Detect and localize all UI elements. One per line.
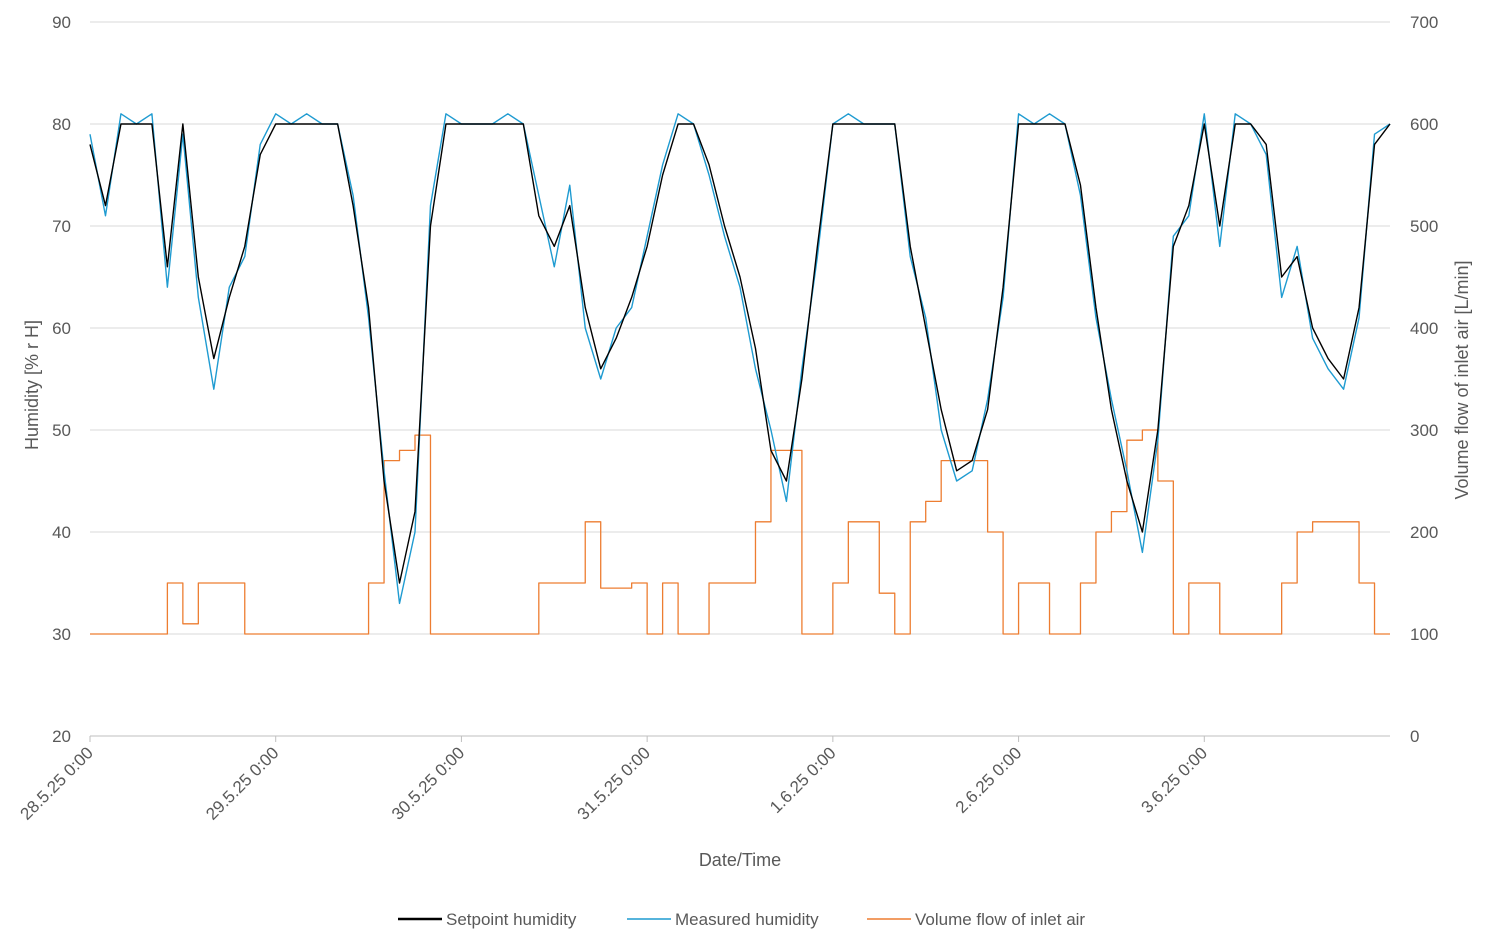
- right-axis-ticks: 0 100 200 300 400 500 600 700: [1410, 13, 1438, 746]
- x-axis-ticks: 28.5.25 0:00 29.5.25 0:00 30.5.25 0:00 31.5…: [17, 736, 1212, 824]
- x-axis-label: Date/Time: [699, 850, 781, 870]
- x-tick-label: 31.5.25 0:00: [574, 743, 654, 823]
- y2-tick-label: 700: [1410, 13, 1438, 32]
- y-tick-label: 90: [52, 13, 71, 32]
- y2-tick-label: 500: [1410, 217, 1438, 236]
- x-tick-label: 2.6.25 0:00: [952, 743, 1026, 817]
- y-tick-label: 60: [52, 319, 71, 338]
- series-line-volume-flow-of-inlet-air: [90, 429, 1390, 635]
- legend-label: Setpoint humidity: [446, 910, 577, 929]
- y-tick-label: 20: [52, 727, 71, 746]
- left-axis-ticks: 20 30 40 50 60 70 80 90: [52, 13, 71, 746]
- x-tick-label: 29.5.25 0:00: [202, 743, 282, 823]
- y2-tick-label: 300: [1410, 421, 1438, 440]
- y2-tick-label: 400: [1410, 319, 1438, 338]
- gridlines: [90, 21, 1390, 635]
- legend-label: Volume flow of inlet air: [915, 910, 1085, 929]
- series-line-measured-humidity: [89, 113, 1391, 605]
- y-tick-label: 30: [52, 625, 71, 644]
- y2-tick-label: 100: [1410, 625, 1438, 644]
- legend: Setpoint humidity Measured humidity Volume…: [398, 910, 1085, 929]
- y2-axis-label: Volume flow of inlet air [L/min]: [1452, 260, 1472, 499]
- series-line-setpoint-humidity: [89, 123, 1391, 584]
- y-tick-label: 70: [52, 217, 71, 236]
- y2-tick-label: 600: [1410, 115, 1438, 134]
- series-lines: [89, 113, 1391, 635]
- y-tick-label: 40: [52, 523, 71, 542]
- y-tick-label: 50: [52, 421, 71, 440]
- x-tick-label: 28.5.25 0:00: [17, 743, 97, 823]
- y-axis-label: Humidity [% r H]: [22, 320, 42, 450]
- y2-tick-label: 0: [1410, 727, 1419, 746]
- y-tick-label: 80: [52, 115, 71, 134]
- legend-label: Measured humidity: [675, 910, 819, 929]
- x-tick-label: 3.6.25 0:00: [1138, 743, 1212, 817]
- y2-tick-label: 200: [1410, 523, 1438, 542]
- x-tick-label: 1.6.25 0:00: [766, 743, 840, 817]
- x-tick-label: 30.5.25 0:00: [388, 743, 468, 823]
